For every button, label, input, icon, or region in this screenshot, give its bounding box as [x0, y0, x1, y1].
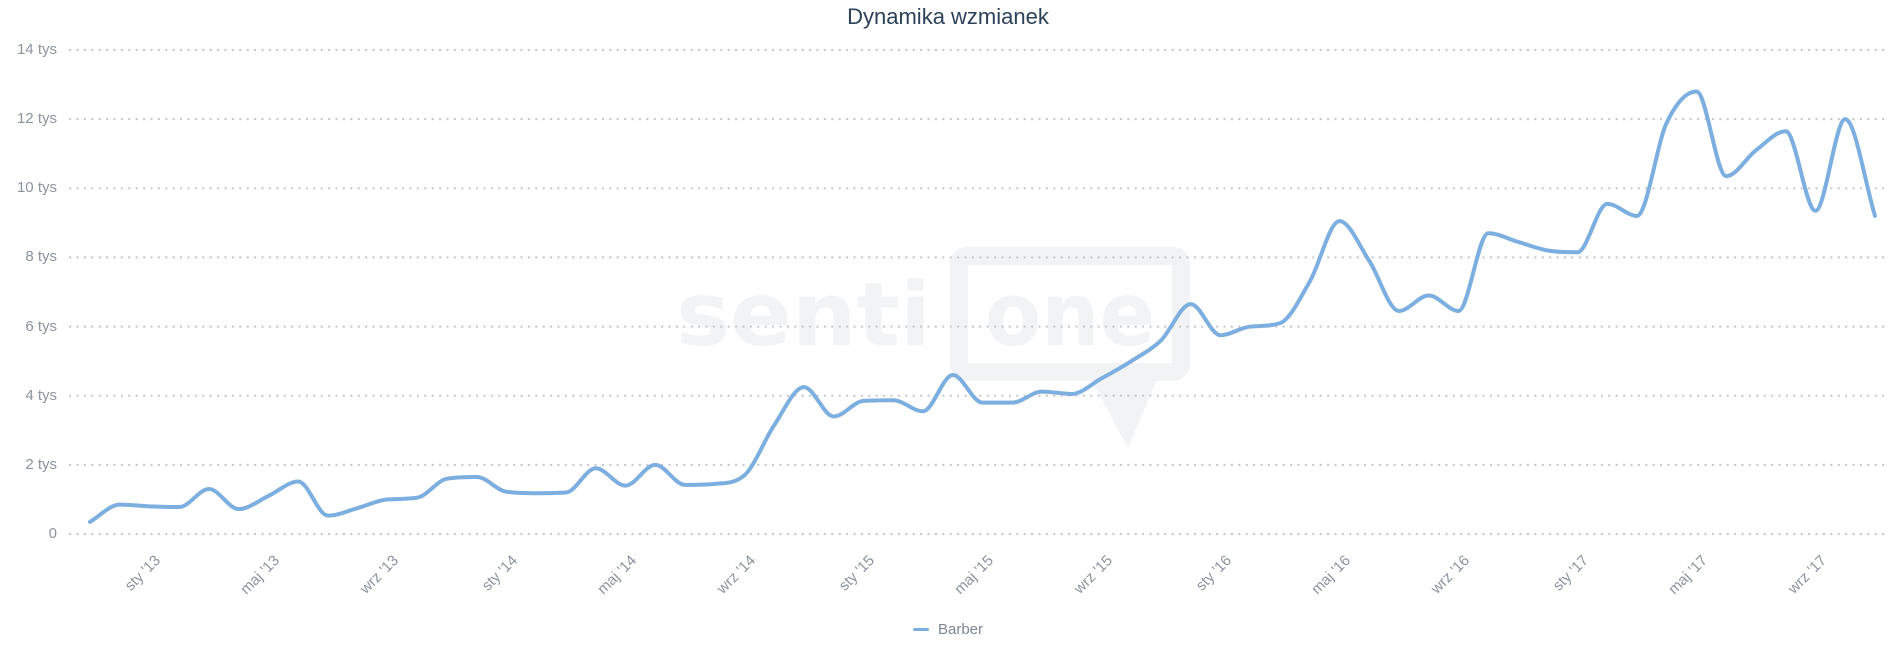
gridlines — [68, 48, 1892, 536]
legend-line-swatch-icon — [912, 628, 929, 631]
y-tick-label: 2 tys — [25, 456, 57, 473]
watermark-text-one: one — [985, 263, 1155, 366]
legend-item-barber[interactable]: Barber — [912, 621, 984, 638]
y-tick-label: 6 tys — [25, 318, 57, 335]
y-tick-label: 10 tys — [16, 179, 57, 196]
series-line-barber — [88, 89, 1877, 524]
y-tick-label: 8 tys — [25, 248, 57, 265]
y-tick-label: 14 tys — [16, 41, 57, 58]
watermark-logo: senti one — [676, 247, 1190, 448]
watermark-text-senti: senti — [676, 263, 931, 366]
legend: Barber — [0, 621, 1896, 638]
chart-title: Dynamika wzmianek — [847, 4, 1049, 29]
legend-label: Barber — [937, 621, 984, 638]
watermark-bubble-tail-icon — [1085, 368, 1162, 448]
y-tick-label: 4 tys — [25, 387, 57, 404]
y-tick-label: 0 — [48, 525, 57, 542]
y-tick-label: 12 tys — [16, 110, 57, 127]
